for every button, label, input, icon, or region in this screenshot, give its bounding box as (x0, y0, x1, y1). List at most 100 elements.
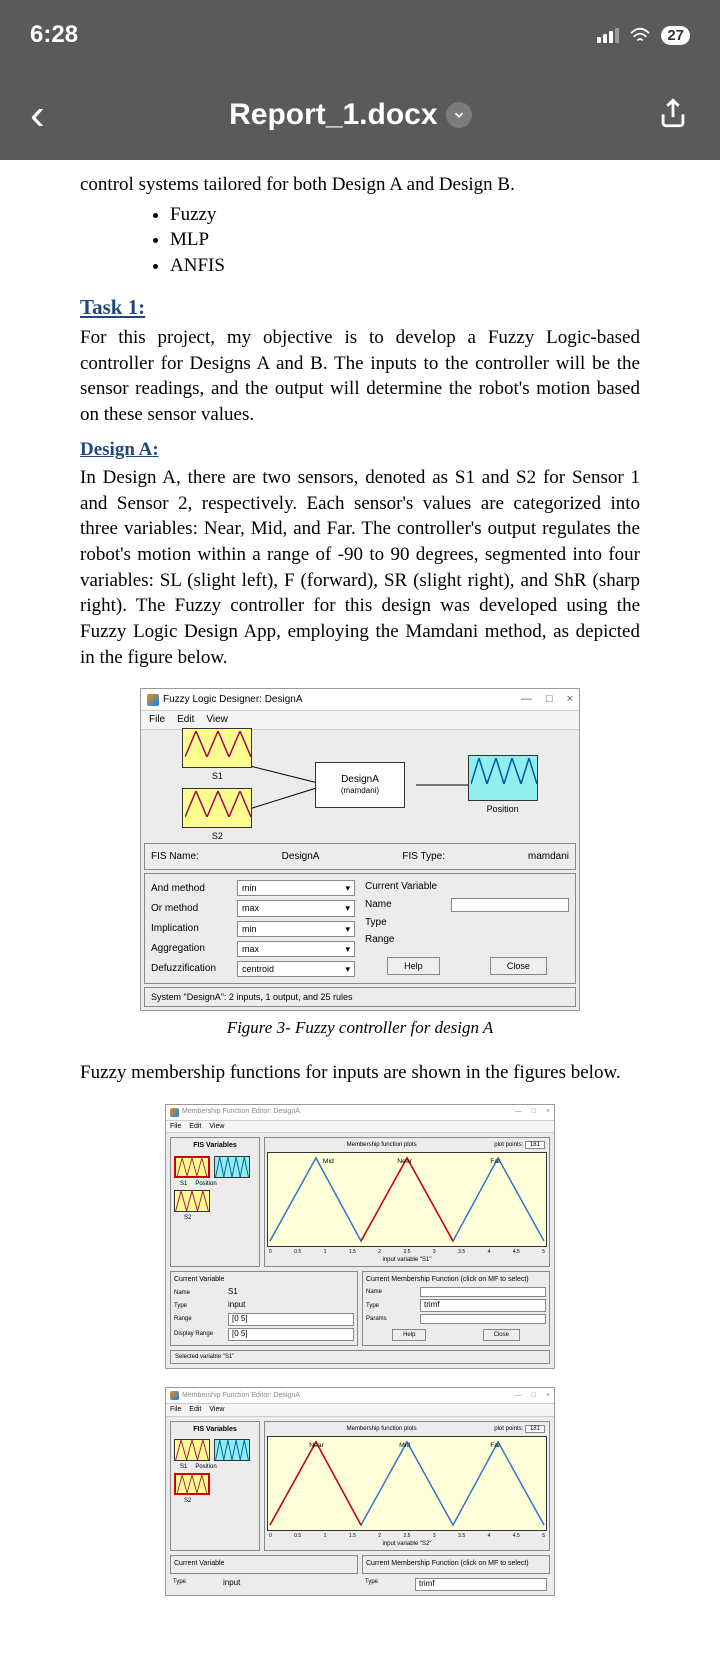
figure-3-caption: Figure 3- Fuzzy controller for design A (227, 1017, 494, 1040)
document-body[interactable]: control systems tailored for both Design… (0, 160, 720, 1654)
or-method-select: max▾ (237, 900, 355, 916)
current-var-panel: Current Variable NameS1 Typeinput Range[… (170, 1271, 358, 1346)
plot-area: Membership function plots plot points: 1… (264, 1421, 550, 1551)
svg-text:Far: Far (490, 1442, 501, 1449)
params-right: Current Variable Name Type Range Help Cl… (355, 878, 569, 979)
task-body: For this project, my objective is to dev… (80, 325, 640, 428)
mf-plot: Near Mid Far (267, 1436, 547, 1531)
svg-text:Far: Far (490, 1158, 501, 1165)
list-item: Fuzzy (170, 202, 640, 228)
close-icon: × (567, 692, 573, 707)
document-title: Report_1.docx (229, 98, 437, 132)
list-item: MLP (170, 227, 640, 253)
nav-bar: ‹ Report_1.docx (0, 70, 720, 160)
list-item: ANFIS (170, 253, 640, 279)
window-title: Fuzzy Logic Designer: DesignA (163, 693, 303, 707)
fis-variables-panel: FIS Variables S1Position S2 (170, 1421, 260, 1551)
var-s2 (174, 1473, 210, 1495)
mf-preview-icon (185, 731, 251, 757)
status-bar-text: System "DesignA": 2 inputs, 1 output, an… (144, 987, 576, 1007)
minimize-icon: — (515, 1391, 522, 1400)
maximize-icon: □ (546, 692, 553, 707)
name-field (451, 898, 569, 912)
share-icon (656, 96, 690, 130)
bullet-list: Fuzzy MLP ANFIS (80, 202, 640, 279)
var-s2 (174, 1190, 210, 1212)
close-button: Close (490, 957, 547, 975)
window-titlebar: Membership Function Editor: DesignA —□× (166, 1105, 554, 1121)
current-var-panel: Current Variable (170, 1555, 358, 1574)
wifi-icon (629, 26, 651, 44)
system-box: DesignA (mamdani) (315, 762, 405, 808)
task-heading: Task 1: (80, 293, 640, 321)
input-s1-box: S1 (182, 728, 252, 782)
current-mf-panel: Current Membership Function (click on MF… (362, 1271, 550, 1346)
fis-info-panel: FIS Name: DesignA FIS Type: mamdani (144, 843, 576, 871)
fis-diagram: S1 S2 DesignA (mamdani) (141, 730, 579, 840)
chevron-down-icon[interactable] (446, 102, 472, 128)
and-method-select: min▾ (237, 880, 355, 896)
var-s1 (174, 1156, 210, 1178)
design-heading: Design A: (80, 437, 640, 463)
membership-intro: Fuzzy membership functions for inputs ar… (80, 1060, 640, 1086)
svg-text:Near: Near (309, 1442, 325, 1449)
menu-edit: Edit (177, 713, 194, 727)
menu-file: File (149, 713, 165, 727)
implication-select: min▾ (237, 921, 355, 937)
fis-name-label: FIS Name: (151, 850, 199, 864)
current-mf-panel: Current Membership Function (click on MF… (362, 1555, 550, 1574)
close-icon: × (546, 1391, 550, 1400)
minimize-icon: — (521, 692, 532, 707)
fis-type-value: mamdani (528, 850, 569, 864)
current-var-title: Current Variable (365, 878, 569, 896)
mf-plot: Mid Near Far (267, 1152, 547, 1247)
app-icon (147, 694, 159, 706)
plot-area: Membership function plots plot points: 1… (264, 1137, 550, 1267)
params-panel: And methodmin▾ Or methodmax▾ Implication… (144, 873, 576, 984)
status-right: 27 (597, 26, 690, 45)
app-icon (170, 1391, 179, 1400)
mf-preview-icon (471, 758, 537, 784)
status-bar: 6:28 27 (0, 0, 720, 70)
figure-3: Fuzzy Logic Designer: DesignA — □ × File… (80, 688, 640, 1040)
window-titlebar: Fuzzy Logic Designer: DesignA — □ × (141, 689, 579, 711)
battery-badge: 27 (661, 26, 690, 45)
defuzz-select: centroid▾ (237, 961, 355, 977)
svg-text:Mid: Mid (323, 1158, 334, 1165)
fuzzy-designer-window: Fuzzy Logic Designer: DesignA — □ × File… (140, 688, 580, 1011)
window-controls: — □ × (521, 692, 573, 707)
maximize-icon: □ (532, 1391, 536, 1400)
help-button: Help (387, 957, 440, 975)
close-button: Close (483, 1329, 520, 1341)
params-left: And methodmin▾ Or methodmax▾ Implication… (151, 878, 355, 979)
close-icon: × (546, 1107, 550, 1116)
menubar: File Edit View (166, 1121, 554, 1133)
x-ticks: 00.511.522.533.544.55 (267, 1249, 547, 1256)
minimize-icon: — (515, 1107, 522, 1116)
svg-text:Near: Near (397, 1158, 413, 1165)
menubar: File Edit View (166, 1404, 554, 1416)
input-s2-box: S2 (182, 788, 252, 842)
var-position (214, 1156, 250, 1178)
figure-mf-s2: Membership Function Editor: DesignA —□× … (80, 1387, 640, 1596)
inputs-column: S1 S2 (182, 728, 252, 842)
fis-type-label: FIS Type: (402, 850, 445, 864)
app-icon (170, 1108, 179, 1117)
var-s1 (174, 1439, 210, 1461)
maximize-icon: □ (532, 1107, 536, 1116)
design-body: In Design A, there are two sensors, deno… (80, 465, 640, 670)
x-ticks: 00.511.522.533.544.55 (267, 1533, 547, 1540)
fis-name-value: DesignA (282, 850, 320, 864)
fis-variables-panel: FIS Variables S1Position S2 (170, 1137, 260, 1267)
figure-mf-s1: Membership Function Editor: DesignA —□× … (80, 1104, 640, 1370)
share-button[interactable] (656, 96, 690, 135)
back-button[interactable]: ‹ (30, 90, 45, 140)
nav-title-wrap[interactable]: Report_1.docx (45, 98, 656, 132)
var-position (214, 1439, 250, 1461)
status-time: 6:28 (30, 21, 78, 49)
mf-editor-s2-window: Membership Function Editor: DesignA —□× … (165, 1387, 555, 1596)
output-box: Position (468, 755, 538, 815)
menu-view: View (206, 713, 228, 727)
svg-text:Mid: Mid (399, 1442, 410, 1449)
window-titlebar: Membership Function Editor: DesignA —□× (166, 1388, 554, 1404)
